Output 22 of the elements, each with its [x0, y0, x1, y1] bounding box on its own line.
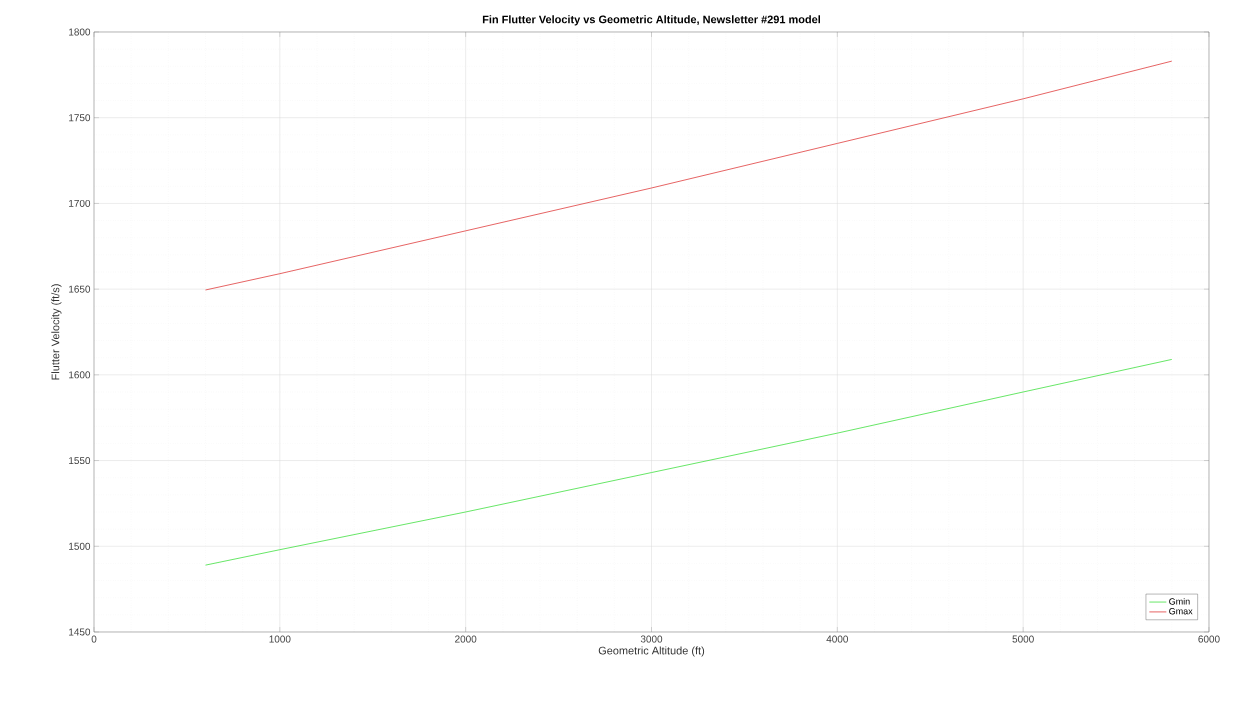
y-tick-label: 1600	[69, 371, 91, 379]
y-tick-label: 1500	[69, 542, 91, 550]
legend-label: Gmin	[1169, 598, 1190, 605]
y-tick-label: 1750	[69, 114, 91, 122]
x-tick-label: 0	[91, 635, 97, 643]
line-series	[205, 359, 1173, 566]
y-tick-label: 1800	[69, 28, 91, 36]
x-tick-label: 3000	[640, 635, 663, 643]
y-tick-label: 1550	[69, 457, 91, 465]
x-axis-title: Geometric Altitude (ft)	[598, 646, 705, 657]
chart-title: Fin Flutter Velocity vs Geometric Altitude, Newsletter #291 model	[482, 15, 820, 26]
y-axis-title: Flutter Velocity (ft/s)	[51, 284, 62, 380]
y-tick-label: 1650	[69, 285, 91, 293]
x-tick-label: 2000	[455, 635, 477, 643]
y-tick-label: 1450	[69, 628, 91, 636]
y-tick-label: 1700	[69, 199, 91, 207]
x-tick-label: 6000	[1198, 635, 1220, 643]
line-series	[205, 60, 1173, 291]
legend-label: Gmax	[1169, 608, 1193, 615]
x-tick-label: 4000	[826, 635, 849, 643]
x-tick-label: 1000	[269, 635, 291, 643]
x-tick-label: 5000	[1012, 635, 1034, 643]
